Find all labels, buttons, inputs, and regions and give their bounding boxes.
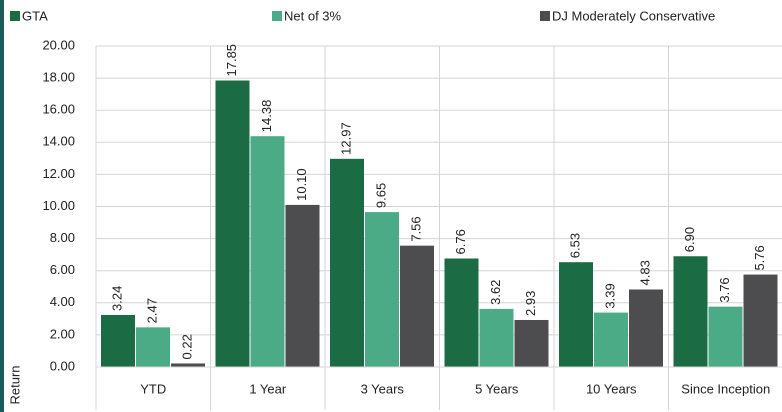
value-label: 2.93 — [523, 291, 538, 316]
x-tick-label: 5 Years — [475, 381, 519, 396]
y-tick-label: 16.00 — [42, 102, 75, 117]
value-label: 6.90 — [682, 227, 697, 252]
x-tick-label: YTD — [140, 381, 166, 396]
bar — [285, 204, 320, 367]
value-label: 3.24 — [109, 286, 124, 311]
bar — [708, 306, 743, 367]
legend-label: DJ Moderately Conservative — [552, 8, 715, 23]
legend-label: GTA — [22, 8, 48, 23]
legend-swatch — [540, 11, 550, 21]
bar — [171, 363, 205, 367]
x-tick-label: 1 Year — [249, 381, 287, 396]
x-tick-label: Since Inception — [681, 381, 770, 396]
bar — [559, 262, 593, 367]
y-tick-label: 8.00 — [50, 230, 75, 245]
bar — [101, 314, 135, 367]
bar — [330, 158, 364, 367]
value-label: 3.76 — [717, 277, 732, 302]
y-tick-label: 18.00 — [42, 70, 75, 85]
value-label: 5.76 — [752, 245, 767, 270]
value-label: 17.85 — [224, 44, 239, 77]
value-label: 2.47 — [144, 298, 159, 323]
y-tick-label: 12.00 — [42, 166, 75, 181]
y-tick-label: 4.00 — [50, 294, 75, 309]
bar — [743, 274, 778, 367]
y-tick-label: 6.00 — [50, 262, 75, 277]
value-label: 6.53 — [567, 233, 582, 258]
bar — [673, 256, 708, 367]
value-label: 12.97 — [338, 122, 353, 155]
y-tick-label: 2.00 — [50, 326, 75, 341]
value-label: 3.62 — [488, 280, 503, 305]
value-label: 9.65 — [373, 183, 388, 208]
value-label: 3.39 — [602, 283, 617, 308]
bar — [479, 308, 514, 367]
value-label: 10.10 — [294, 168, 309, 201]
legend-label: Net of 3% — [284, 8, 342, 23]
x-tick-label: 3 Years — [361, 381, 405, 396]
y-tick-label: 20.00 — [42, 37, 75, 52]
bar — [594, 312, 628, 367]
bar — [365, 212, 399, 367]
bar — [514, 319, 549, 367]
value-label: 6.76 — [453, 229, 468, 254]
y-tick-label: 0.00 — [50, 358, 75, 373]
value-label: 7.56 — [408, 216, 423, 241]
value-label: 0.22 — [179, 334, 194, 359]
y-axis-label: Return — [7, 365, 22, 404]
legend-swatch — [272, 11, 282, 21]
value-label: 4.83 — [637, 260, 652, 285]
legend-swatch — [10, 11, 20, 21]
x-tick-label: 10 Years — [586, 381, 637, 396]
bar — [250, 136, 285, 367]
y-tick-label: 14.00 — [42, 134, 75, 149]
bar — [629, 289, 663, 367]
bar — [215, 80, 250, 367]
bar — [444, 258, 479, 367]
edge-strip — [0, 0, 4, 412]
value-label: 14.38 — [259, 100, 274, 133]
bar — [136, 327, 170, 367]
bar — [400, 245, 434, 367]
y-tick-label: 10.00 — [42, 198, 75, 213]
